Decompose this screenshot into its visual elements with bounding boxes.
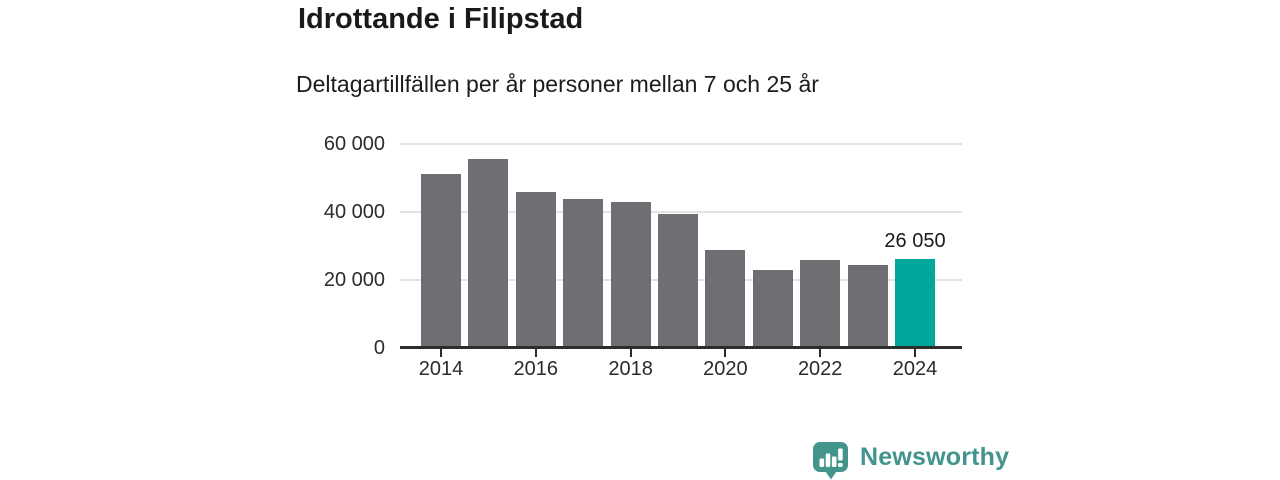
x-axis-tick	[724, 349, 727, 357]
brand-footer: Newsworthy	[811, 442, 1009, 480]
logo-bubble	[813, 442, 848, 472]
bar	[705, 250, 746, 348]
x-axis-tick-label: 2014	[418, 358, 464, 380]
x-axis-tick	[534, 349, 537, 357]
bar	[800, 259, 841, 348]
logo-bubble-tail	[824, 470, 838, 480]
x-axis-tick-label: 2016	[513, 358, 559, 380]
x-axis-tick-label: 2022	[797, 358, 843, 380]
bar	[421, 174, 461, 348]
y-axis-tick-label: 20 000	[323, 269, 385, 291]
gridline	[400, 143, 962, 145]
y-axis-tick-label: 0	[373, 337, 385, 359]
bar	[847, 265, 888, 348]
x-axis-tick-label: 2020	[703, 358, 748, 380]
x-axis-tick	[629, 349, 632, 357]
x-axis-tick-label: 2018	[608, 358, 653, 380]
bar	[563, 199, 604, 348]
bar	[752, 270, 793, 348]
highlight-value-label: 26 050	[884, 230, 946, 253]
x-axis-line	[400, 346, 962, 349]
x-axis-tick	[819, 349, 822, 357]
chart-title: Idrottande i Filipstad	[298, 3, 584, 35]
y-axis-tick-label: 40 000	[323, 201, 385, 223]
y-axis-tick-label: 60 000	[323, 133, 385, 155]
bar	[515, 191, 556, 348]
bar	[658, 214, 698, 348]
bar	[468, 159, 509, 348]
x-axis-tick	[914, 349, 916, 357]
x-axis-tick	[440, 349, 442, 357]
bar-chart-speech-bubble-icon	[811, 442, 851, 480]
bar-highlighted	[895, 259, 935, 348]
plot-area: 0 20 000 40 000 60 000 2014 2016 2018 2020 2022 2…	[324, 133, 962, 380]
brand-name: Newsworthy	[860, 443, 1010, 471]
chart-subtitle: Deltagartillfällen per år personer mella…	[296, 71, 819, 97]
x-axis-tick-label: 2024	[892, 358, 938, 380]
gridline	[400, 211, 962, 213]
bar	[610, 202, 651, 348]
